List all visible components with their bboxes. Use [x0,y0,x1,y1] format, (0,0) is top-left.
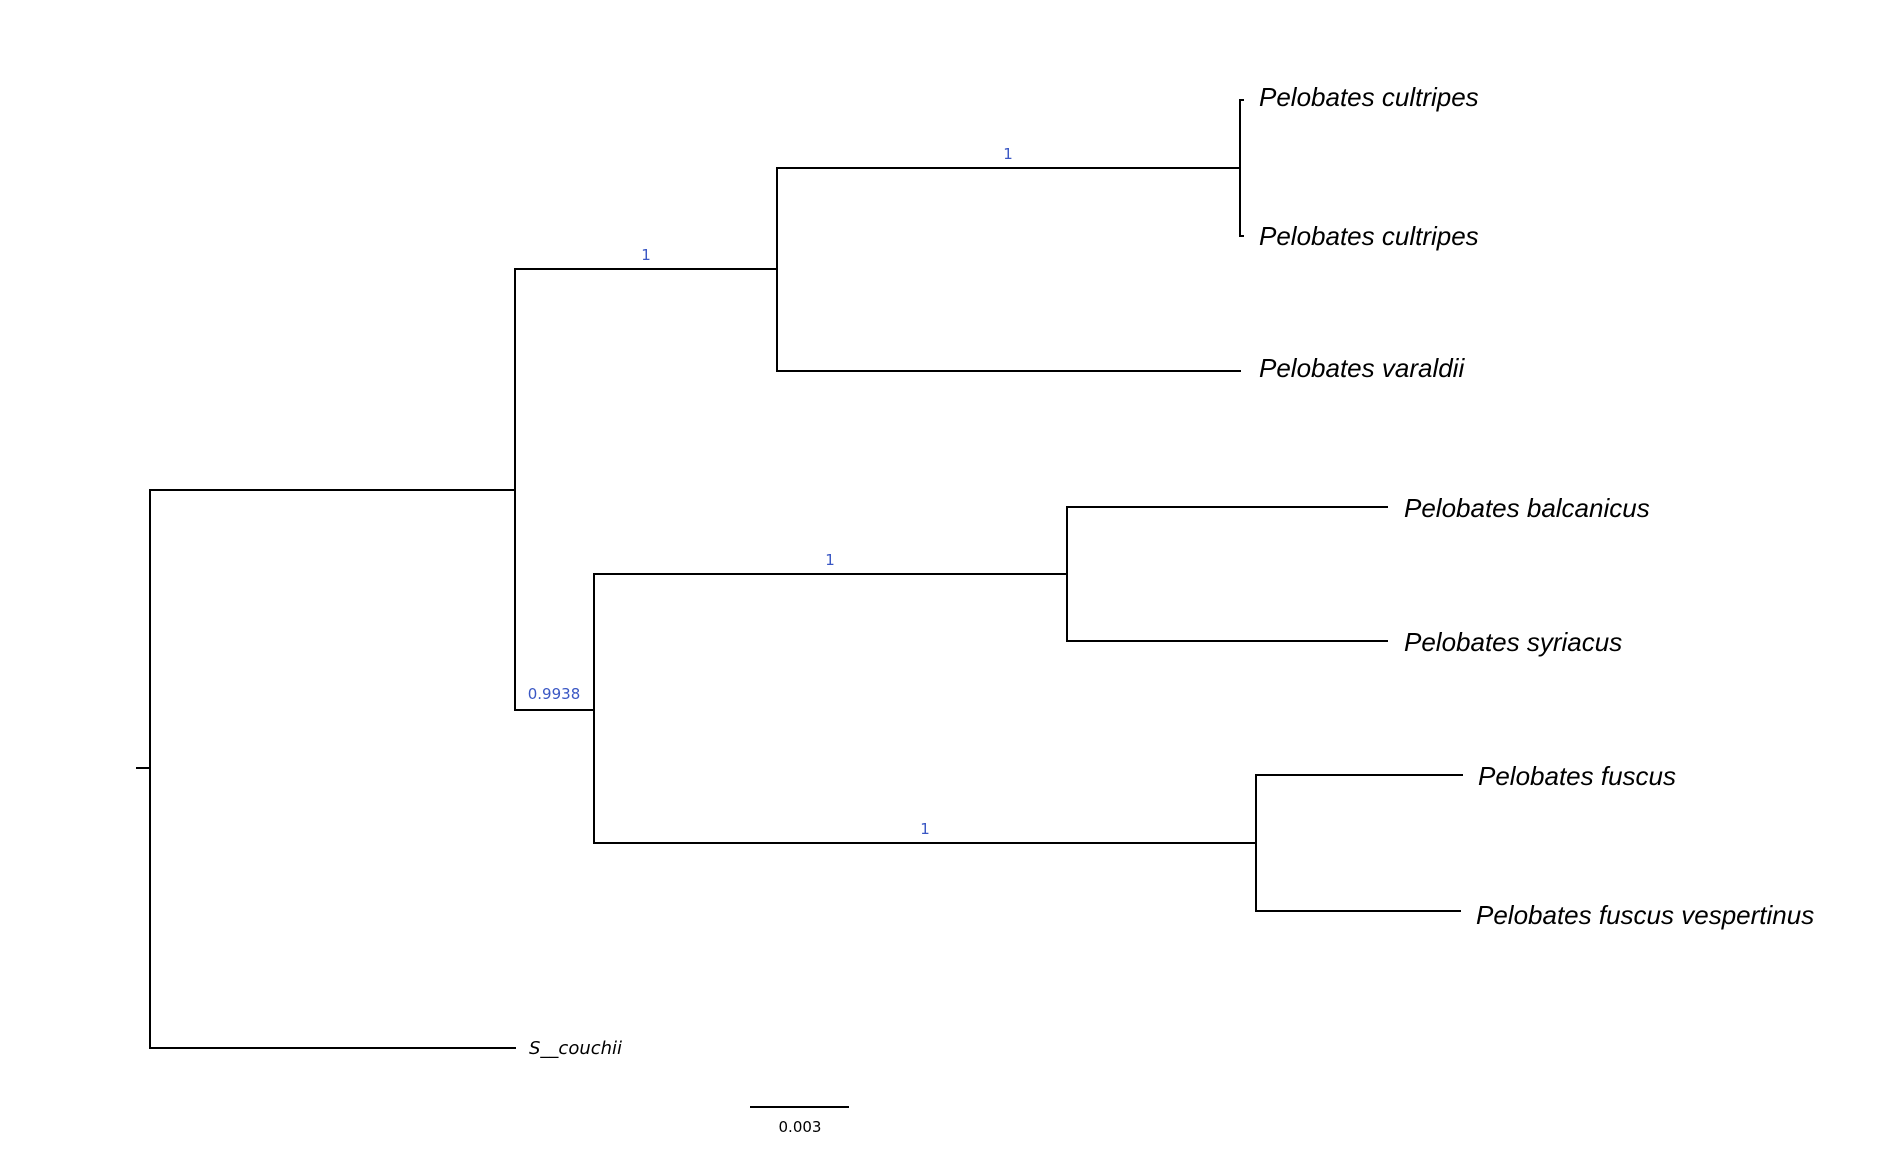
tip-label-fuscus-vespertinus: Pelobates fuscus vespertinus [1476,900,1814,930]
tip-label-cultripes-b: Pelobates cultripes [1259,221,1479,251]
tip-label-cultripes-a: Pelobates cultripes [1259,82,1479,112]
tip-label-fuscus: Pelobates fuscus [1478,761,1676,791]
support-balcanicus-syriacus: 1 [825,551,835,569]
tip-label-couchii: S__couchii [529,1038,622,1059]
tip-label-balcanicus: Pelobates balcanicus [1404,493,1650,523]
support-cultripes: 1 [1003,145,1013,163]
tip-label-syriacus: Pelobates syriacus [1404,627,1622,657]
support-cultripes-varaldii: 1 [641,246,651,264]
tip-label-varaldii: Pelobates varaldii [1259,353,1465,383]
scale-bar-label: 0.003 [779,1118,822,1136]
support-eastern: 0.9938 [528,685,581,703]
support-fuscus: 1 [920,820,930,838]
